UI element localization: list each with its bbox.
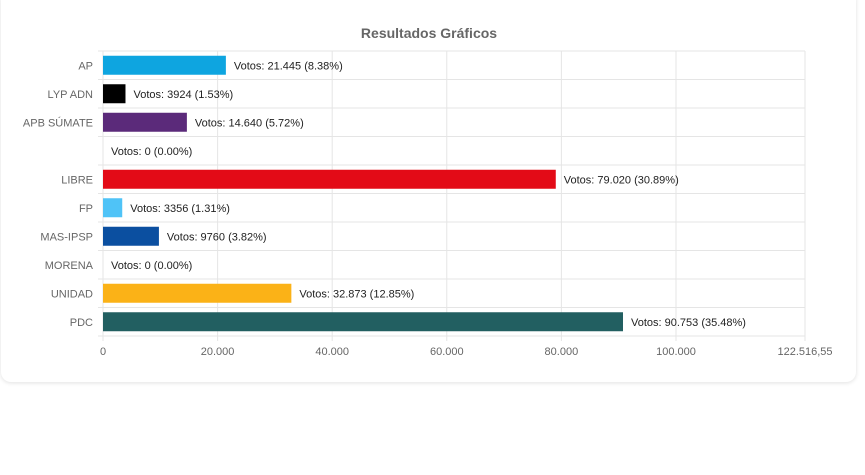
x-tick-label: 60.000: [430, 346, 464, 358]
y-tick-label: MAS-IPSP: [40, 231, 93, 243]
data-label: Votos: 21.445 (8.38%): [234, 60, 343, 72]
bar: [103, 198, 123, 218]
bar: [103, 312, 623, 332]
x-tick-label: 0: [100, 346, 106, 358]
data-label: Votos: 14.640 (5.72%): [195, 117, 304, 129]
x-tick-label: 20.000: [201, 346, 235, 358]
y-tick-label: UNIDAD: [51, 288, 93, 300]
x-tick-label: 80.000: [545, 346, 579, 358]
y-tick-label: PDC: [70, 317, 93, 329]
data-label: Votos: 32.873 (12.85%): [299, 288, 414, 300]
bar: [103, 169, 556, 189]
data-label: Votos: 3356 (1.31%): [130, 203, 230, 215]
data-label: Votos: 9760 (3.82%): [167, 231, 267, 243]
data-label: Votos: 3924 (1.53%): [133, 89, 233, 101]
x-tick-label: 40.000: [315, 346, 349, 358]
x-tick-label: 100.000: [656, 346, 696, 358]
y-tick-label: LYP ADN: [48, 89, 94, 101]
bar: [103, 84, 126, 104]
data-label: Votos: 90.753 (35.48%): [631, 317, 746, 329]
data-label: Votos: 0 (0.00%): [111, 260, 192, 272]
data-label: Votos: 0 (0.00%): [111, 146, 192, 158]
bar: [103, 55, 226, 75]
bar: [103, 226, 159, 246]
x-tick-label: 122.516,55: [777, 346, 832, 358]
bar: [103, 112, 187, 132]
chart-title: Resultados Gráficos: [360, 25, 498, 41]
y-tick-label: APB SÚMATE: [23, 116, 93, 129]
y-tick-label: LIBRE: [61, 174, 93, 186]
y-tick-label: AP: [78, 60, 93, 72]
y-tick-label: FP: [79, 203, 93, 215]
y-tick-label: MORENA: [45, 260, 94, 272]
bar: [103, 283, 292, 303]
data-label: Votos: 79.020 (30.89%): [564, 174, 679, 186]
